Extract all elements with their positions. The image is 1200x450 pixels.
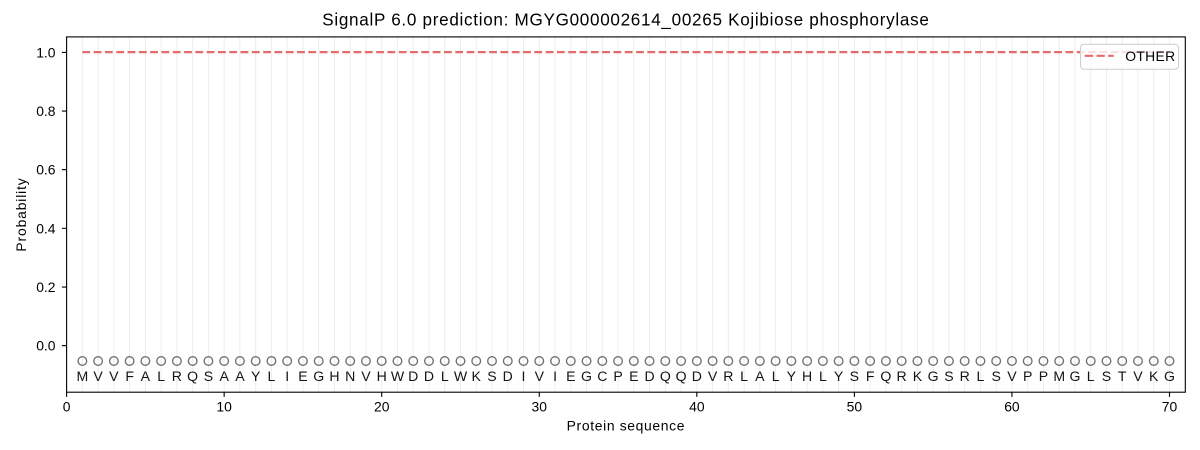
svg-text:S: S	[991, 368, 1000, 384]
svg-text:R: R	[960, 368, 970, 384]
svg-text:N: N	[345, 368, 355, 384]
svg-text:K: K	[472, 368, 482, 384]
svg-text:A: A	[219, 368, 229, 384]
svg-text:Q: Q	[676, 368, 687, 384]
svg-text:L: L	[740, 368, 748, 384]
svg-text:G: G	[581, 368, 592, 384]
svg-text:W: W	[391, 368, 405, 384]
svg-text:Probability: Probability	[13, 177, 29, 251]
svg-text:S: S	[487, 368, 496, 384]
svg-text:R: R	[172, 368, 182, 384]
svg-text:V: V	[93, 368, 103, 384]
svg-text:S: S	[204, 368, 213, 384]
svg-text:V: V	[708, 368, 718, 384]
svg-text:L: L	[819, 368, 827, 384]
svg-text:D: D	[692, 368, 702, 384]
svg-text:H: H	[377, 368, 387, 384]
svg-text:0.2: 0.2	[36, 279, 56, 295]
svg-text:L: L	[772, 368, 780, 384]
svg-text:1.0: 1.0	[36, 44, 56, 60]
svg-text:20: 20	[374, 399, 390, 415]
svg-text:Q: Q	[880, 368, 891, 384]
svg-text:Q: Q	[187, 368, 198, 384]
svg-text:P: P	[1023, 368, 1032, 384]
svg-text:V: V	[1133, 368, 1143, 384]
svg-text:60: 60	[1004, 399, 1020, 415]
svg-text:E: E	[298, 368, 307, 384]
svg-text:0.8: 0.8	[36, 103, 56, 119]
svg-text:70: 70	[1162, 399, 1178, 415]
svg-text:F: F	[866, 368, 875, 384]
svg-text:Y: Y	[251, 368, 261, 384]
svg-text:V: V	[361, 368, 371, 384]
svg-text:A: A	[235, 368, 245, 384]
svg-text:50: 50	[847, 399, 863, 415]
svg-text:L: L	[1087, 368, 1095, 384]
svg-text:G: G	[313, 368, 324, 384]
svg-text:30: 30	[532, 399, 548, 415]
svg-text:L: L	[267, 368, 275, 384]
svg-text:E: E	[629, 368, 638, 384]
svg-text:K: K	[913, 368, 923, 384]
svg-text:0.0: 0.0	[36, 338, 56, 354]
svg-text:I: I	[553, 368, 557, 384]
svg-text:P: P	[1039, 368, 1048, 384]
svg-text:S: S	[1102, 368, 1111, 384]
svg-text:D: D	[503, 368, 513, 384]
svg-text:Y: Y	[834, 368, 844, 384]
svg-text:L: L	[977, 368, 985, 384]
svg-text:40: 40	[689, 399, 705, 415]
svg-text:I: I	[285, 368, 289, 384]
svg-text:V: V	[109, 368, 119, 384]
svg-text:S: S	[944, 368, 953, 384]
svg-text:Protein sequence: Protein sequence	[567, 418, 686, 434]
svg-text:S: S	[850, 368, 859, 384]
svg-text:H: H	[802, 368, 812, 384]
svg-text:G: G	[1069, 368, 1080, 384]
svg-text:M: M	[76, 368, 88, 384]
svg-text:L: L	[441, 368, 449, 384]
svg-text:I: I	[522, 368, 526, 384]
svg-text:OTHER: OTHER	[1125, 48, 1175, 64]
svg-text:W: W	[454, 368, 468, 384]
svg-text:D: D	[644, 368, 654, 384]
svg-text:SignalP 6.0 prediction: MGYG00: SignalP 6.0 prediction: MGYG000002614_00…	[322, 11, 929, 30]
svg-text:G: G	[928, 368, 939, 384]
svg-text:G: G	[1164, 368, 1175, 384]
svg-text:P: P	[613, 368, 622, 384]
svg-text:0.6: 0.6	[36, 162, 56, 178]
svg-text:R: R	[723, 368, 733, 384]
svg-text:Q: Q	[660, 368, 671, 384]
svg-text:A: A	[755, 368, 765, 384]
svg-text:V: V	[535, 368, 545, 384]
svg-text:M: M	[1053, 368, 1065, 384]
svg-text:10: 10	[216, 399, 232, 415]
svg-text:D: D	[424, 368, 434, 384]
svg-text:A: A	[141, 368, 151, 384]
svg-text:E: E	[566, 368, 575, 384]
svg-text:V: V	[1007, 368, 1017, 384]
svg-text:T: T	[1118, 368, 1127, 384]
svg-text:R: R	[897, 368, 907, 384]
svg-text:0.4: 0.4	[36, 220, 56, 236]
svg-text:L: L	[157, 368, 165, 384]
svg-text:D: D	[408, 368, 418, 384]
svg-text:C: C	[597, 368, 607, 384]
svg-text:H: H	[329, 368, 339, 384]
svg-text:Y: Y	[787, 368, 797, 384]
svg-text:F: F	[125, 368, 134, 384]
svg-text:0: 0	[63, 399, 71, 415]
svg-text:K: K	[1149, 368, 1159, 384]
